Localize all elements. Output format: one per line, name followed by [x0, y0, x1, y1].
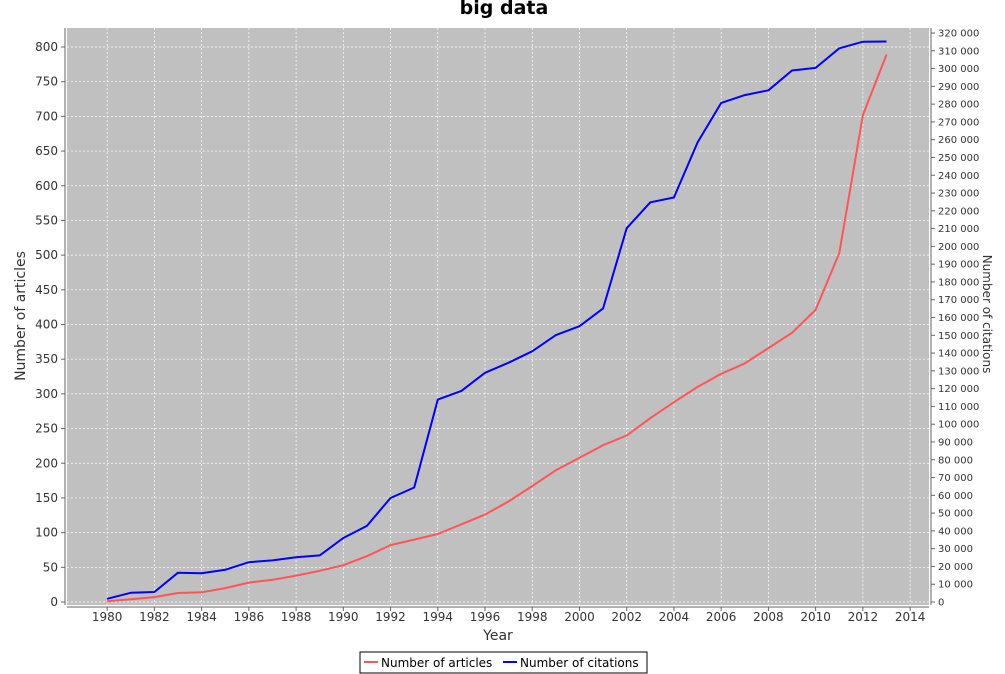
x-tick-label: 2012 [848, 610, 879, 624]
x-tick-label: 2002 [611, 610, 642, 624]
y2-tick-label: 50 000 [938, 509, 973, 520]
y-tick-label: 250 [35, 422, 58, 436]
y2-tick-label: 260 000 [938, 135, 979, 146]
y2-tick-label: 320 000 [938, 29, 979, 40]
y2-tick-label: 220 000 [938, 206, 979, 217]
y2-tick-label: 150 000 [938, 331, 979, 342]
y2-tick-label: 100 000 [938, 420, 979, 431]
y2-tick-label: 180 000 [938, 277, 979, 288]
y2-tick-label: 290 000 [938, 82, 979, 93]
x-tick-label: 1980 [92, 610, 123, 624]
y2-tick-label: 210 000 [938, 224, 979, 235]
y-axis-label: Number of articles [13, 251, 29, 381]
chart-title: big data [460, 0, 549, 19]
y2-tick-label: 40 000 [938, 526, 973, 537]
articles-line [107, 54, 888, 603]
y2-tick-label: 80 000 [938, 455, 973, 466]
y2-tick-label: 200 000 [938, 242, 979, 253]
series-lines [106, 40, 888, 603]
legend-label-articles: Number of articles [381, 656, 492, 670]
y-tick-label: 0 [50, 595, 58, 609]
plot-area [67, 28, 929, 605]
y-tick-label: 750 [35, 75, 58, 89]
x-tick-label: 1998 [517, 610, 548, 624]
grid-lines [67, 28, 929, 605]
y-tick-label: 300 [35, 387, 58, 401]
y-tick-label: 100 [35, 526, 58, 540]
y2-tick-label: 300 000 [938, 64, 979, 75]
y-tick-label: 350 [35, 352, 58, 366]
x-tick-label: 2014 [895, 610, 926, 624]
y2-tick-label: 10 000 [938, 580, 973, 591]
y-tick-label: 550 [35, 213, 58, 227]
y2-tick-label: 0 [938, 598, 944, 609]
x-tick-label: 2010 [800, 610, 831, 624]
x-tick-label: 1994 [423, 610, 454, 624]
x-tick-label: 2008 [753, 610, 784, 624]
x-tick-label: 1984 [186, 610, 217, 624]
x-axis-label: Year [482, 628, 513, 644]
y2-tick-label: 60 000 [938, 491, 973, 502]
x-tick-label: 2006 [706, 610, 737, 624]
legend: Number of articles Number of citations [359, 651, 648, 674]
citations-line [106, 40, 887, 600]
y2-tick-label: 140 000 [938, 349, 979, 360]
y-tick-label: 200 [35, 456, 58, 470]
legend-label-citations: Number of citations [520, 656, 639, 670]
y2-tick-label: 250 000 [938, 153, 979, 164]
y2-tick-label: 270 000 [938, 117, 979, 128]
x-tick-label: 1990 [328, 610, 359, 624]
y2-tick-label: 120 000 [938, 384, 979, 395]
y2-tick-label: 30 000 [938, 544, 973, 555]
y2-tick-label: 190 000 [938, 260, 979, 271]
y-tick-label: 600 [35, 179, 58, 193]
y2-tick-label: 90 000 [938, 437, 973, 448]
y2-tick-label: 230 000 [938, 189, 979, 200]
y-tick-label: 650 [35, 144, 58, 158]
y-tick-label: 450 [35, 283, 58, 297]
y-tick-label: 700 [35, 109, 58, 123]
x-tick-label: 1996 [470, 610, 501, 624]
y2-axis-label: Number of citations [980, 255, 994, 374]
y-tick-label: 500 [35, 248, 58, 262]
x-tick-label: 1988 [281, 610, 312, 624]
y2-tick-label: 20 000 [938, 562, 973, 573]
x-tick-label: 1982 [139, 610, 170, 624]
y2-tick-label: 130 000 [938, 366, 979, 377]
axes: 1980 1982 1984 1986 1988 1990 1992 1994 1996 1998… [35, 28, 979, 624]
y-tick-label: 150 [35, 491, 58, 505]
x-tick-label: 2004 [659, 610, 690, 624]
y2-tick-label: 280 000 [938, 100, 979, 111]
x-tick-label: 1986 [234, 610, 265, 624]
y-tick-label: 400 [35, 318, 58, 332]
y2-tick-label: 240 000 [938, 171, 979, 182]
y2-tick-label: 160 000 [938, 313, 979, 324]
x-tick-label: 1992 [375, 610, 406, 624]
y-tick-label: 50 [43, 560, 58, 574]
y2-tick-label: 110 000 [938, 402, 979, 413]
y-tick-label: 800 [35, 40, 58, 54]
y2-tick-label: 170 000 [938, 295, 979, 306]
x-tick-label: 2000 [564, 610, 595, 624]
y2-tick-label: 70 000 [938, 473, 973, 484]
y2-tick-label: 310 000 [938, 46, 979, 57]
